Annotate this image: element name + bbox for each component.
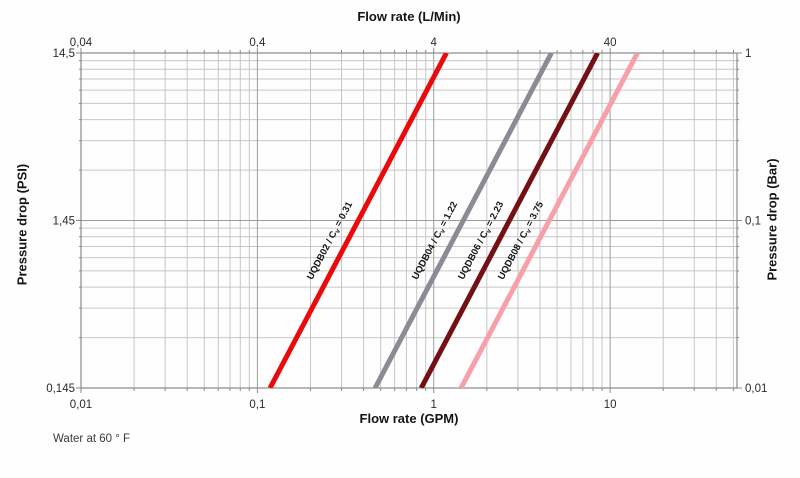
tick-labels: 0,01 0,1 1 10 0,04 0,4 4 40 14,5 1,45 0,145 1 0,1 0,0… xyxy=(46,37,767,411)
y-tick-label-right: 0,1 xyxy=(745,216,761,228)
bottom-axis-title: Flow rate (GPM) xyxy=(359,411,459,426)
gridlines xyxy=(80,52,737,389)
x-tick-label-top: 4 xyxy=(431,37,438,49)
y-tick-label-right: 0,01 xyxy=(745,383,767,395)
x-tick-label-bottom: 0,1 xyxy=(249,399,265,411)
series-line-UQDB06 xyxy=(419,53,600,388)
x-tick-label-bottom: 0,01 xyxy=(70,399,92,411)
x-tick-label-bottom: 1 xyxy=(431,399,437,411)
x-tick-label-top: 0,4 xyxy=(249,37,266,49)
top-axis-title: Flow rate (L/Min) xyxy=(357,9,461,24)
plot-border xyxy=(80,52,738,389)
left-axis-title: Pressure drop (PSI) xyxy=(14,163,30,286)
footnote-water-temperature: Water at 60 ° F xyxy=(53,433,131,445)
y-tick-label-left: 1,45 xyxy=(53,216,75,228)
series-line-UQDB02 xyxy=(267,53,449,388)
right-axis-title: Pressure drop (Bar) xyxy=(764,158,780,281)
y-tick-label-left: 14,5 xyxy=(53,48,75,60)
x-tick-label-bottom: 10 xyxy=(604,399,617,411)
x-tick-label-top: 40 xyxy=(604,37,617,49)
x-tick-label-top: 0,04 xyxy=(70,37,93,49)
series-lines xyxy=(267,53,640,388)
y-tick-label-left: 0,145 xyxy=(46,383,75,395)
series-line-UQDB08 xyxy=(458,53,640,388)
y-tick-label-right: 1 xyxy=(745,48,751,60)
series-line-UQDB04 xyxy=(372,53,554,388)
